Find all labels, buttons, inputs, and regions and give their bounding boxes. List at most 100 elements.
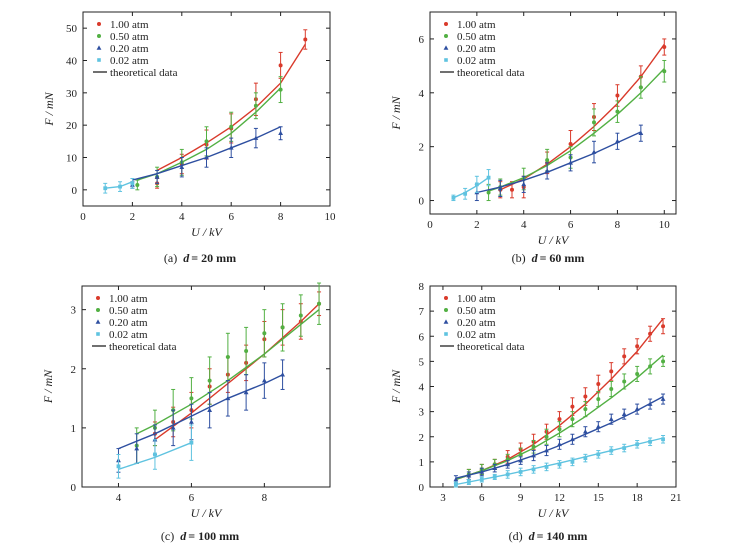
data-point [261,377,267,383]
legend-marker [443,45,449,50]
data-point [243,389,249,395]
data-point [638,85,643,90]
data-point [262,331,267,336]
data-point [518,452,523,457]
y-tick-label: 3 [419,407,425,419]
legend-marker [96,308,100,312]
legend-entry: 0.50 atm [457,31,496,43]
caption-variable: d [183,251,190,265]
data-point [510,187,514,192]
data-point [474,182,479,187]
series-3 [116,424,194,479]
legend-marker [96,45,102,50]
data-point [609,369,614,374]
y-tick-label: 1 [419,457,425,469]
caption-value: = 60 mm [540,251,585,265]
data-point [451,195,456,200]
caption-variable: d [532,251,539,265]
legend-entry: 0.02 atm [110,55,149,67]
y-axis-label: F / mN [389,369,403,404]
data-point [622,379,627,384]
data-point [545,158,550,163]
data-point [622,354,627,359]
data-point [492,475,497,479]
data-point [518,470,523,474]
y-axis-label: F / mN [389,95,403,130]
x-tick-label: 4 [116,492,122,504]
data-point [278,130,283,136]
data-point [583,394,588,399]
panel-caption: (b) d = 60 mm [512,251,585,265]
data-point [505,472,510,477]
data-point [280,372,285,377]
data-point [303,37,308,42]
x-tick-label: 8 [278,211,284,223]
data-point [497,185,503,191]
data-point [570,417,575,422]
legend-entry: 0.20 atm [457,317,496,329]
data-point [648,439,653,444]
series-1 [486,59,667,202]
data-point [647,401,653,406]
series-1 [455,354,666,481]
data-point [615,93,620,98]
data-point [661,324,666,329]
data-point [453,476,459,482]
series-3 [451,169,491,202]
data-point [225,395,231,401]
legend-entry: theoretical data [110,67,178,79]
panel-caption: (a) d = 20 mm [164,251,236,265]
x-tick-label: 10 [659,219,671,231]
y-tick-label: 4 [419,382,425,394]
data-point [521,181,527,187]
data-point [621,411,627,416]
data-point [635,344,640,349]
y-tick-label: 40 [66,56,78,68]
y-tick-label: 2 [419,142,425,154]
legend-entry: 0.20 atm [109,317,148,329]
theory-line [476,131,642,194]
data-point [583,456,588,461]
legend-entry: 0.50 atm [110,31,149,43]
y-tick-label: 30 [66,88,78,100]
caption-value: = 100 mm [188,529,239,543]
legend-entry: theoretical data [457,67,525,79]
y-tick-label: 50 [66,23,78,35]
data-point [596,452,601,457]
legend-marker [444,58,448,62]
data-point [635,371,640,376]
data-point [544,434,549,439]
y-tick-label: 2 [71,364,77,376]
legend-marker [97,34,101,38]
data-point [582,429,588,434]
series-2 [116,359,285,473]
data-point [596,397,601,402]
data-point [505,461,511,467]
x-tick-label: 6 [479,492,485,504]
data-point [207,378,212,383]
data-point [592,120,596,125]
x-tick-label: 8 [262,492,268,504]
y-tick-label: 6 [419,331,425,343]
caption-value: = 20 mm [191,251,236,265]
data-point [189,419,194,424]
data-point [661,359,666,364]
data-point [179,164,185,169]
data-point [570,459,575,464]
series-2 [474,124,644,202]
data-point [189,440,194,445]
y-tick-label: 8 [419,281,425,293]
data-point [615,138,620,144]
legend-marker [444,296,448,300]
x-axis-label: U / kV [538,233,570,247]
data-point [170,425,176,430]
caption-index: (a) [164,251,177,265]
data-point [135,182,140,187]
plot-frame [81,285,331,488]
data-point [544,168,550,173]
series-3 [453,434,666,488]
y-tick-label: 0 [72,185,78,197]
